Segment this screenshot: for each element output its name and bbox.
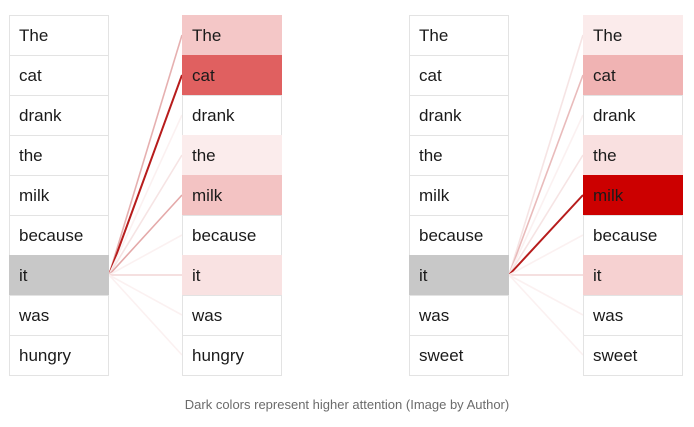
right-attention-line-0 (508, 34, 584, 276)
right-attention-line-5 (508, 234, 584, 276)
right-source-token-0: The (409, 15, 509, 56)
right-target-token-4: milk (583, 175, 683, 216)
left-target-token-0: The (182, 15, 282, 56)
left-source-token-2: drank (9, 95, 109, 136)
left-target-token-1: cat (182, 55, 282, 96)
left-target-token-5: because (182, 215, 282, 256)
left-attention-line-1 (108, 74, 183, 276)
right-target-column: The cat drank the milk because it was sweet (583, 15, 683, 376)
right-target-token-7: was (583, 295, 683, 336)
left-source-token-8: hungry (9, 335, 109, 376)
left-target-token-2: drank (182, 95, 282, 136)
right-target-token-2: drank (583, 95, 683, 136)
left-attention-line-8 (108, 274, 183, 356)
left-source-token-3: the (9, 135, 109, 176)
right-attention-line-3 (508, 154, 584, 276)
right-source-token-4: milk (409, 175, 509, 216)
left-target-token-8: hungry (182, 335, 282, 376)
left-source-token-6: it (9, 255, 109, 296)
figure-caption: Dark colors represent higher attention (… (184, 397, 510, 412)
right-attention-line-1 (508, 74, 584, 276)
right-target-token-6: it (583, 255, 683, 296)
right-target-token-1: cat (583, 55, 683, 96)
left-attention-line-2 (108, 114, 183, 276)
left-attention-line-5 (108, 234, 183, 276)
left-target-token-6: it (182, 255, 282, 296)
left-source-column: The cat drank the milk because it was hungry (9, 15, 109, 376)
left-target-token-4: milk (182, 175, 282, 216)
left-attention-line-3 (108, 154, 183, 276)
attention-figure: The cat drank the milk because it was hungry The… (9, 15, 683, 376)
left-target-token-7: was (182, 295, 282, 336)
right-source-token-6: it (409, 255, 509, 296)
left-target-column: The cat drank the milk because it was hungry (182, 15, 282, 376)
left-attention-line-0 (108, 34, 183, 276)
right-attention-line-8 (508, 274, 584, 356)
left-source-token-7: was (9, 295, 109, 336)
right-source-token-7: was (409, 295, 509, 336)
right-source-token-8: sweet (409, 335, 509, 376)
left-attention-line-4 (108, 194, 183, 276)
right-attention-line-7 (508, 274, 584, 316)
right-source-column: The cat drank the milk because it was sweet (409, 15, 509, 376)
right-attention-line-4 (508, 194, 584, 276)
right-target-token-8: sweet (583, 335, 683, 376)
left-source-token-0: The (9, 15, 109, 56)
right-target-token-0: The (583, 15, 683, 56)
right-attention-line-2 (508, 114, 584, 276)
right-target-token-5: because (583, 215, 683, 256)
left-attention-line-7 (108, 274, 183, 316)
right-target-token-3: the (583, 135, 683, 176)
left-source-token-1: cat (9, 55, 109, 96)
right-source-token-1: cat (409, 55, 509, 96)
left-source-token-5: because (9, 215, 109, 256)
right-source-token-5: because (409, 215, 509, 256)
right-source-token-3: the (409, 135, 509, 176)
right-source-token-2: drank (409, 95, 509, 136)
left-target-token-3: the (182, 135, 282, 176)
left-source-token-4: milk (9, 175, 109, 216)
